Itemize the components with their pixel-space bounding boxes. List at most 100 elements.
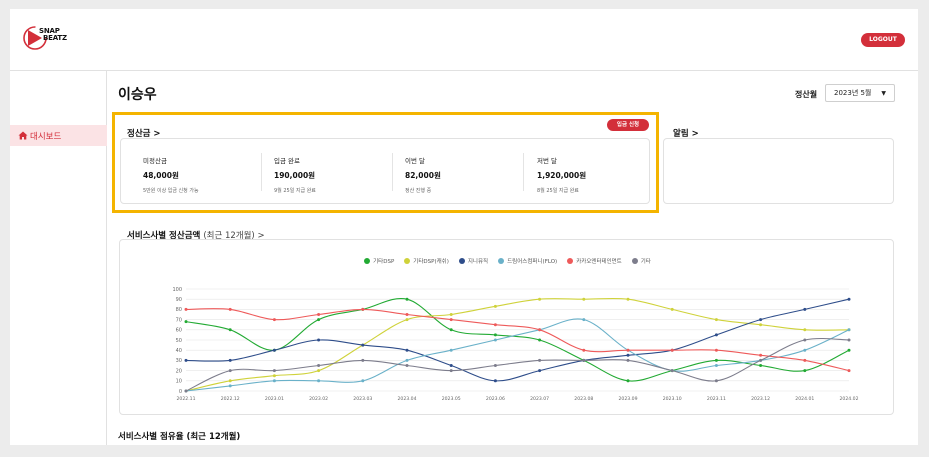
legend-item[interactable]: 기타: [631, 257, 651, 265]
x-tick-label: 2022.12: [221, 396, 240, 402]
stat-label: 이번 달: [405, 157, 426, 165]
stat-unsettled: 미정산금 48,000원 5만원 이상 입금 신청 가능: [143, 155, 263, 194]
data-point: [228, 358, 232, 362]
data-point: [272, 318, 276, 322]
legend-item[interactable]: 기타DSP: [364, 257, 394, 265]
data-point: [759, 353, 763, 357]
data-point: [228, 328, 232, 332]
data-point: [538, 358, 542, 362]
legend-dot-icon: [364, 258, 371, 264]
data-point: [184, 320, 188, 324]
legend-label: 기타DSP: [373, 259, 395, 265]
month-select-value: 2023년 5월: [834, 89, 872, 97]
x-tick-label: 2023.07: [530, 396, 549, 402]
y-tick-label: 10: [176, 379, 182, 385]
y-tick-label: 70: [176, 317, 182, 323]
data-point: [582, 318, 586, 322]
settlement-title[interactable]: 정산금 >: [127, 129, 161, 139]
month-filter-label: 정산월: [795, 90, 818, 99]
series-line: [185, 297, 850, 382]
data-point: [317, 313, 321, 316]
data-point: [493, 333, 497, 337]
legend-item[interactable]: 지니뮤직: [458, 257, 488, 265]
data-point: [493, 338, 497, 342]
data-point: [847, 348, 851, 352]
x-tick-label: 2024.01: [795, 396, 814, 402]
month-select[interactable]: 2023년 5월 ▼: [825, 84, 895, 102]
data-point: [184, 307, 188, 311]
data-point: [670, 369, 674, 373]
data-point: [449, 364, 453, 367]
x-tick-label: 2023.02: [309, 396, 328, 402]
data-point: [405, 318, 409, 322]
data-point: [449, 328, 453, 332]
data-point: [493, 323, 497, 327]
data-point: [538, 338, 542, 342]
data-point: [759, 318, 763, 322]
legend-label: 드림어스컴퍼니(FLO): [507, 259, 558, 265]
series-line: [185, 308, 850, 372]
chart-section-subtitle: (최근 12개월) >: [203, 231, 265, 241]
data-point: [272, 348, 276, 352]
legend-dot-icon: [567, 258, 574, 264]
brand-wordmark: SNAP BEATZ: [39, 28, 67, 42]
data-point: [670, 307, 674, 311]
series-line: [185, 337, 850, 392]
data-point: [803, 358, 807, 362]
data-point: [538, 328, 542, 332]
x-tick-label: 2023.10: [663, 396, 682, 402]
data-point: [405, 313, 409, 316]
chart-section-title[interactable]: 서비스사별 정산금액 (최근 12개월) >: [127, 229, 265, 241]
data-point: [803, 338, 807, 342]
series-line: [185, 298, 850, 382]
data-point: [405, 348, 409, 352]
stat-divider: [392, 153, 393, 191]
y-tick-label: 20: [176, 368, 182, 374]
legend-item[interactable]: 기타DSP(캐쉬): [404, 257, 449, 265]
legend-dot-icon: [631, 258, 638, 264]
notice-title[interactable]: 알림 >: [673, 129, 699, 139]
sidebar-item-dashboard[interactable]: 대시보드: [10, 125, 107, 146]
y-tick-label: 40: [176, 348, 182, 354]
logout-button[interactable]: LOGOUT: [861, 33, 905, 47]
legend-item[interactable]: 드림어스컴퍼니(FLO): [498, 257, 557, 265]
data-point: [626, 379, 630, 383]
data-point: [582, 358, 586, 362]
deposit-request-button[interactable]: 입금 신청: [607, 119, 649, 131]
brand-logo[interactable]: SNAP BEATZ: [23, 21, 93, 55]
series-line: [185, 318, 850, 392]
data-point: [847, 338, 851, 342]
data-point: [493, 304, 497, 308]
data-point: [228, 307, 232, 311]
data-point: [405, 358, 409, 362]
legend-dot-icon: [404, 258, 411, 264]
data-point: [714, 379, 718, 383]
chart-legend: 기타DSP 기타DSP(캐쉬) 지니뮤직 드림어스컴퍼니(FLO) 카카오엔터테인먼트 기…: [120, 257, 895, 266]
home-icon: [18, 131, 28, 140]
data-point: [493, 364, 497, 367]
stat-divider: [261, 153, 262, 191]
legend-item[interactable]: 카카오엔터테인먼트: [567, 257, 622, 265]
notice-card: [663, 138, 894, 204]
data-point: [803, 328, 807, 332]
data-point: [317, 318, 321, 322]
data-point: [582, 348, 586, 352]
next-section-title[interactable]: 서비스사별 점유율 (최근 12개월): [118, 432, 241, 442]
settlement-card: 미정산금 48,000원 5만원 이상 입금 신청 가능 입금 완료 190,0…: [120, 138, 650, 204]
data-point: [803, 369, 807, 373]
x-tick-label: 2023.01: [265, 396, 284, 402]
stat-label: 입금 완료: [274, 157, 300, 165]
data-point: [272, 379, 276, 383]
data-point: [361, 343, 365, 347]
legend-dot-icon: [498, 258, 505, 264]
data-point: [361, 358, 365, 362]
data-point: [582, 297, 586, 301]
y-tick-label: 90: [176, 297, 182, 303]
sidebar: 대시보드: [10, 71, 107, 445]
x-tick-label: 2023.08: [574, 396, 593, 402]
stat-value: 1,920,000원: [537, 171, 587, 180]
data-point: [493, 379, 497, 383]
data-point: [228, 369, 232, 373]
data-point: [714, 318, 718, 322]
snapbeatz-logo-icon: [23, 26, 47, 50]
